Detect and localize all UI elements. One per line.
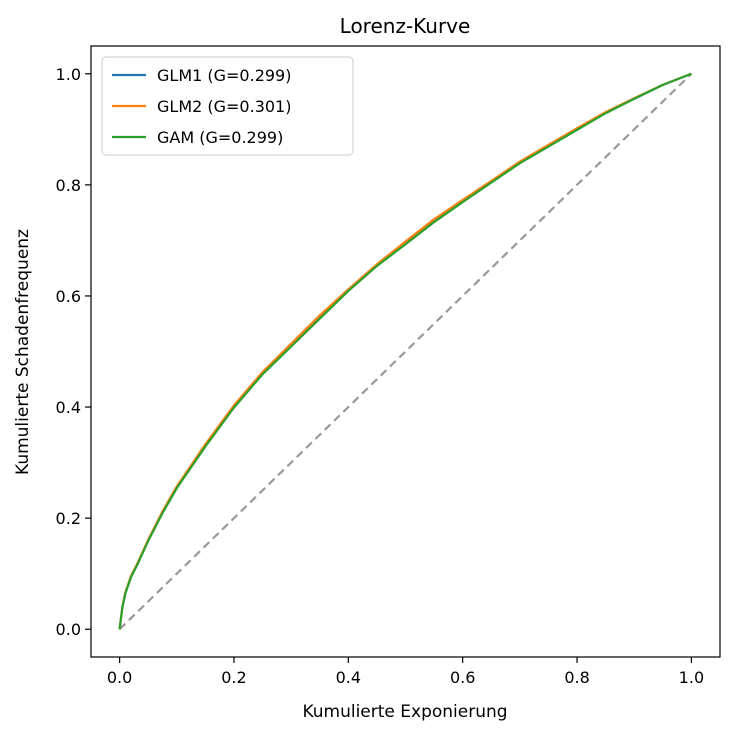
legend-label-3: GAM (G=0.299) (157, 128, 283, 147)
y-tick-label: 0.2 (56, 509, 81, 528)
x-tick-label: 0.0 (107, 668, 132, 687)
y-tick-label: 1.0 (56, 65, 81, 84)
x-tick-label: 0.8 (564, 668, 589, 687)
axes-frame (90, 45, 721, 658)
x-tick-label: 0.2 (221, 668, 246, 687)
axis-ticks: 0.0 0.2 0.4 0.6 0.8 1.0 0.0 0.2 0.4 0.6 0.8 1.0 (56, 65, 705, 687)
y-tick-label: 0.6 (56, 287, 81, 306)
y-tick-label: 0.4 (56, 398, 81, 417)
legend-box (101, 56, 354, 156)
legend: GLM1 (G=0.299) GLM2 (G=0.301) GAM (G=0.299… (101, 56, 354, 156)
plot-area (118, 72, 693, 631)
y-tick-label: 0.0 (56, 620, 81, 639)
x-tick-label: 1.0 (679, 668, 704, 687)
x-tick-label: 0.4 (336, 668, 361, 687)
chart-title: Lorenz-Kurve (340, 14, 471, 38)
y-tick-label: 0.8 (56, 176, 81, 195)
legend-label-2: GLM2 (G=0.301) (157, 97, 291, 116)
series-line-3 (118, 72, 692, 630)
y-axis-label: Kumulierte Schadenfrequenz (13, 229, 33, 475)
legend-label-1: GLM1 (G=0.299) (157, 66, 291, 85)
diagonal-reference-line (118, 72, 693, 631)
x-axis-label: Kumulierte Exponierung (302, 702, 507, 722)
x-tick-label: 0.6 (450, 668, 475, 687)
